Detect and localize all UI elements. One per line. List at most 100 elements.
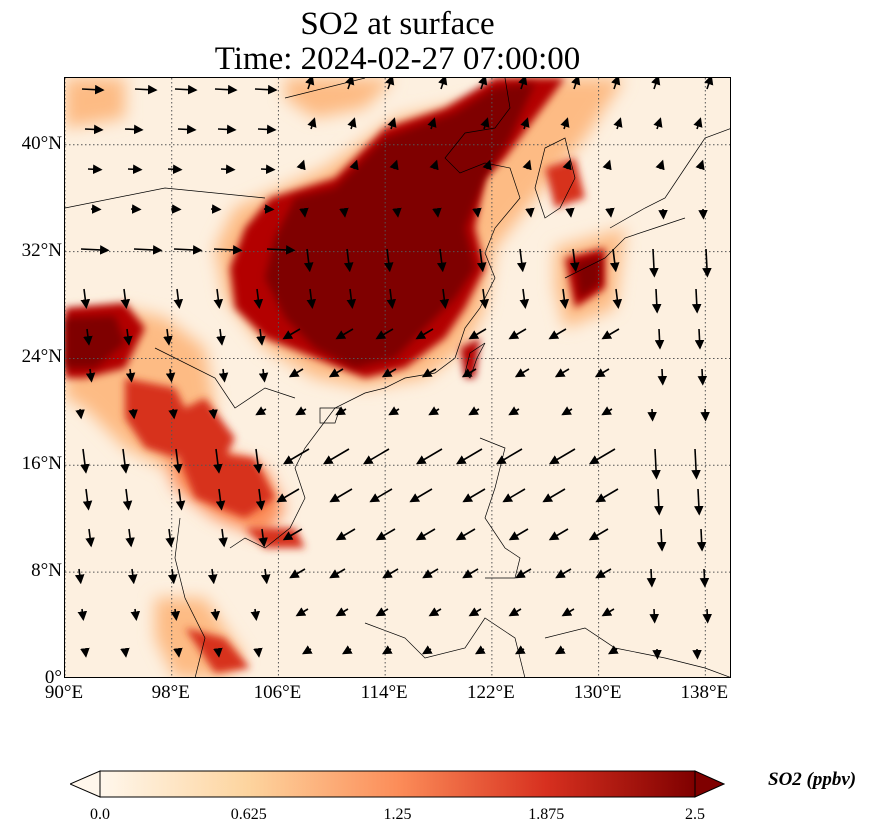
wind-arrow [697, 368, 708, 386]
wind-arrow [80, 288, 91, 309]
wind-arrow [432, 207, 442, 218]
wind-arrow [305, 78, 315, 90]
wind-arrow [80, 245, 110, 255]
wind-arrow [422, 568, 439, 579]
wind-arrow [257, 124, 277, 135]
wind-arrow [421, 645, 433, 655]
wind-arrow [128, 408, 138, 420]
wind-arrow [218, 528, 228, 548]
wind-arrow [476, 248, 487, 273]
wind-arrow [455, 528, 476, 541]
wind-arrow [559, 288, 570, 309]
wind-arrow [213, 448, 223, 474]
wind-arrow [306, 288, 317, 309]
wind-arrow [258, 528, 268, 548]
wind-arrow [607, 645, 619, 655]
wind-arrow [124, 124, 144, 135]
wind-arrow [253, 647, 263, 658]
wind-arrow [167, 568, 178, 585]
wind-arrow [174, 84, 198, 95]
wind-arrow [649, 248, 659, 278]
wind-arrow [462, 568, 479, 579]
wind-arrow [165, 528, 175, 548]
wind-arrow [213, 647, 223, 658]
wind-arrow [588, 448, 616, 465]
colorbar-tick-label: 2.5 [685, 806, 705, 823]
wind-arrow [560, 117, 570, 130]
wind-arrow [77, 608, 88, 621]
wind-arrow [554, 645, 566, 655]
wind-arrow [345, 78, 355, 90]
wind-arrow [569, 248, 580, 273]
wind-arrow [548, 448, 576, 465]
wind-arrow [347, 117, 357, 130]
wind-arrow [646, 568, 657, 588]
wind-arrow [296, 159, 306, 171]
wind-arrow [322, 448, 350, 465]
wind-arrow [508, 607, 522, 617]
map-panel [64, 77, 731, 678]
wind-arrow [438, 78, 448, 90]
wind-arrow [700, 408, 710, 422]
wind-arrow [163, 328, 173, 346]
wind-arrow [474, 645, 486, 655]
wind-arrow [514, 645, 526, 655]
wind-arrow [428, 406, 440, 416]
wind-arrow [429, 159, 439, 171]
wind-arrow [216, 328, 226, 346]
wind-arrow [468, 406, 480, 416]
wind-arrow [561, 406, 573, 416]
wind-arrow [175, 488, 186, 511]
wind-arrow [415, 448, 443, 465]
lon-tick-label: 98°E [151, 682, 190, 703]
wind-arrow [217, 124, 237, 135]
wind-arrow [609, 248, 620, 273]
wind-arrow [335, 406, 347, 416]
wind-arrow [303, 248, 314, 273]
wind-arrow [218, 368, 229, 383]
wind-arrow [122, 488, 133, 511]
wind-arrow [120, 448, 130, 474]
wind-arrow [468, 328, 487, 340]
wind-arrow [480, 117, 490, 130]
wind-arrow [335, 328, 354, 340]
wind-arrow [657, 368, 668, 386]
wind-arrow [335, 528, 356, 541]
wind-arrow [386, 288, 397, 309]
lon-tick-label: 138°E [680, 682, 729, 703]
wind-arrow [329, 488, 353, 503]
wind-arrow [694, 328, 705, 350]
wind-arrow [260, 568, 271, 585]
wind-arrow [349, 159, 359, 171]
chart-title: SO2 at surface [300, 6, 495, 42]
wind-arrow [702, 608, 713, 624]
wind-arrow [255, 488, 266, 511]
wind-arrow [346, 288, 357, 309]
wind-arrow [282, 328, 301, 340]
colorbar-tick-label: 1.875 [528, 806, 565, 823]
wind-arrow [562, 159, 572, 171]
wind-arrow [125, 368, 136, 383]
wind-arrow [385, 78, 395, 90]
wind-arrow [173, 448, 183, 474]
wind-arrow [362, 448, 390, 465]
wind-arrow [120, 288, 131, 309]
colorbar-extend-min [70, 770, 101, 798]
wind-arrow [87, 164, 103, 175]
wind-arrow [555, 568, 572, 579]
wind-arrow [656, 528, 667, 552]
wind-arrow [594, 368, 610, 378]
wind-arrow [328, 368, 344, 378]
wind-arrow [415, 528, 436, 541]
wind-arrow [595, 488, 619, 503]
wind-arrow [654, 488, 664, 516]
lon-tick-label: 90°E [44, 682, 84, 703]
wind-arrow [388, 406, 400, 416]
chart-subtitle-time: Time: 2024-02-27 07:00:00 [214, 41, 581, 77]
wind-arrow [215, 488, 226, 511]
wind-arrow [601, 328, 620, 340]
wind-arrow [514, 368, 530, 378]
wind-arrow [694, 488, 704, 516]
wind-arrow [127, 568, 138, 585]
wind-arrow [651, 78, 661, 90]
